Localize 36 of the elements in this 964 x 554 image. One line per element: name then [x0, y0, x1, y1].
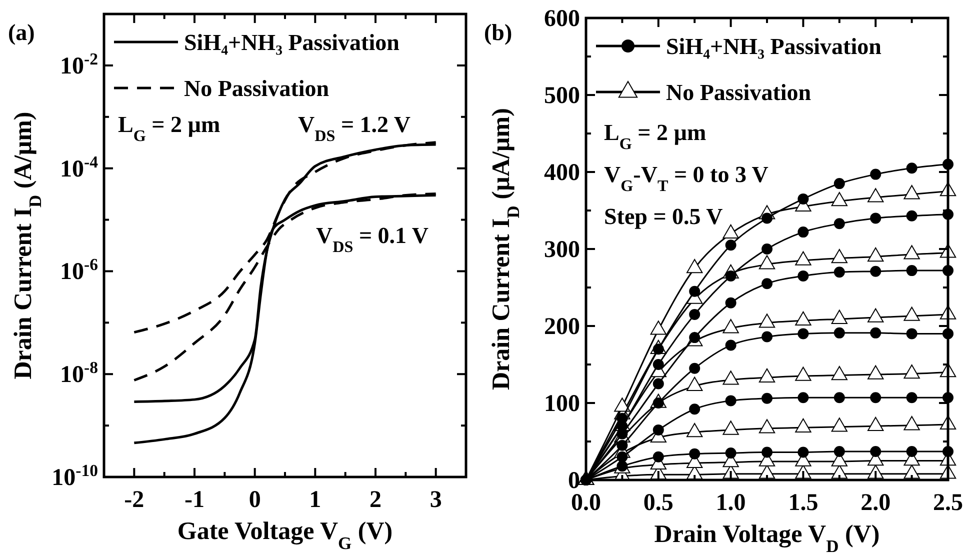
annotation: V$_{DS}$ = 1.2 V — [298, 112, 411, 144]
x-tick-label: -1 — [184, 487, 204, 513]
y-tick-label: 10$^{-8}$ — [60, 358, 98, 388]
annotation: V$_{G}$-V$_{T}$ = 0 to 3 V — [604, 162, 769, 194]
y-tick-label: 100 — [544, 391, 580, 417]
x-tick-label: 3 — [430, 487, 442, 513]
y-tick-label: 400 — [544, 160, 580, 186]
x-axis-title: Gate Voltage V$_{G}$ (V) — [177, 518, 393, 553]
annotation: Step = 0.5 V — [604, 204, 724, 229]
y-tick-label: 10$^{-4}$ — [60, 152, 99, 182]
text: (b) — [484, 20, 512, 45]
x-tick-label: 2.5 — [933, 490, 963, 516]
y-tick-label: 600 — [544, 6, 580, 32]
x-tick-label: 0.5 — [643, 490, 674, 516]
annotation: L$_{G}$ = 2 µm — [604, 120, 706, 152]
y-tick-label: 10$^{-6}$ — [60, 254, 98, 286]
legend-label: No Passivation — [666, 80, 812, 105]
x-tick-label: -2 — [124, 487, 144, 513]
annotation: L$_{G}$ = 2 µm — [118, 112, 220, 144]
legend-label: No Passivation — [184, 76, 330, 101]
x-tick-label: 2 — [370, 487, 382, 513]
text: (a) — [8, 20, 35, 45]
y-tick-label: 200 — [544, 314, 580, 340]
legend-label: SiH₄+NH₃ Passivation — [666, 34, 882, 59]
x-tick-label: 1.0 — [716, 490, 746, 516]
y-tick-label: 10$^{-10}$ — [52, 460, 98, 491]
legend-label: SiH₄+NH₃ Passivation — [184, 30, 400, 55]
x-tick-label: 1 — [309, 487, 322, 513]
y-tick-label: 300 — [544, 237, 580, 263]
x-tick-label: 1.5 — [788, 490, 818, 516]
annotation: V$_{DS}$ = 0.1 V — [316, 223, 429, 256]
x-tick-label: 2.0 — [860, 490, 891, 516]
y-tick-label: 500 — [544, 83, 580, 109]
x-tick-label: 0 — [248, 487, 261, 513]
y-tick-label: 10$^{-2}$ — [60, 48, 98, 80]
x-axis-title: Drain Voltage V$_{D}$ (V) — [654, 521, 880, 554]
